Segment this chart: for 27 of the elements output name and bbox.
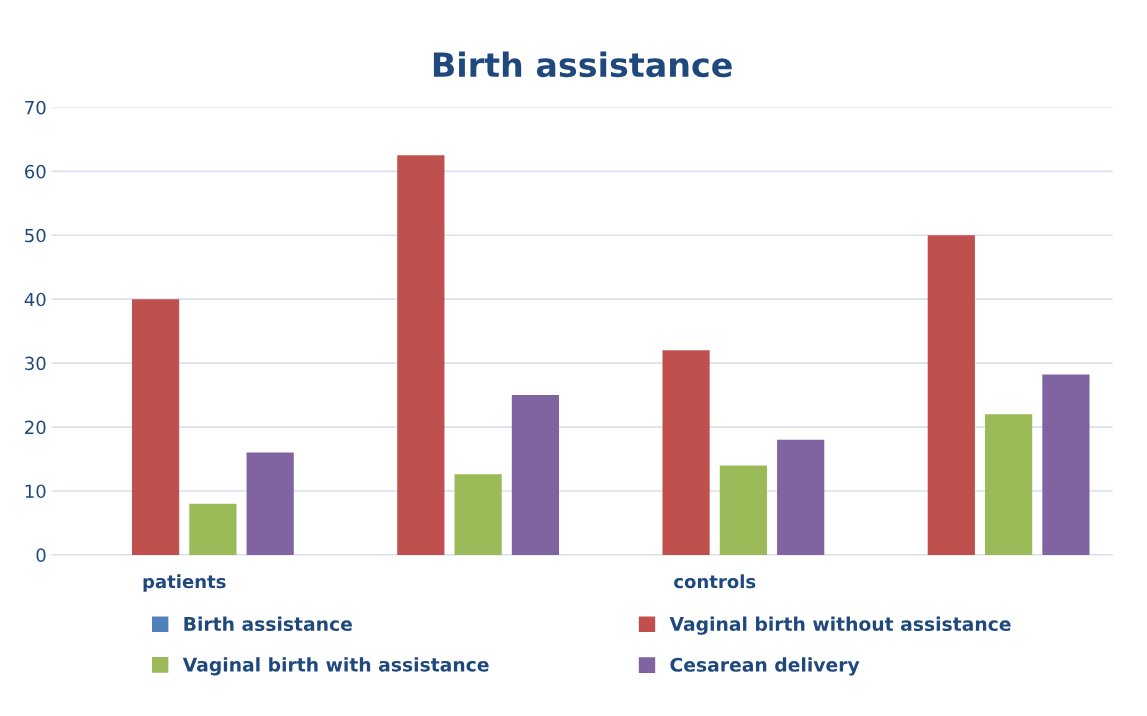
bar: [927, 235, 975, 555]
chart-title: Birth assistance: [433, 51, 732, 78]
bar: [511, 395, 560, 555]
bar: [985, 414, 1033, 555]
bar: [719, 465, 767, 555]
y-tick-label: 50: [25, 228, 46, 243]
bar: [777, 439, 825, 555]
bar: [1042, 374, 1090, 555]
legend-label: Birth assistance: [184, 616, 352, 632]
y-tick-label: 10: [25, 484, 46, 499]
bar: [189, 503, 237, 555]
bar: [662, 350, 710, 555]
bar: [246, 452, 294, 555]
x-tick-label: controls: [674, 574, 756, 589]
bar: [397, 155, 445, 555]
y-tick-label: 40: [24, 292, 46, 307]
bar: [454, 474, 502, 555]
legend-label: Cesarean delivery: [670, 657, 860, 676]
legend-label: Vaginal birth without assistance: [669, 616, 1011, 635]
y-tick-label: 30: [25, 356, 46, 371]
bar: [131, 299, 180, 555]
y-tick-label: 0: [36, 548, 46, 563]
y-tick-label: 70: [25, 100, 46, 115]
x-tick-label: patients: [143, 574, 226, 592]
y-tick-label: 20: [25, 420, 46, 435]
legend-label: Vaginal birth with assistance: [182, 657, 489, 676]
y-tick-label: 60: [25, 164, 46, 179]
